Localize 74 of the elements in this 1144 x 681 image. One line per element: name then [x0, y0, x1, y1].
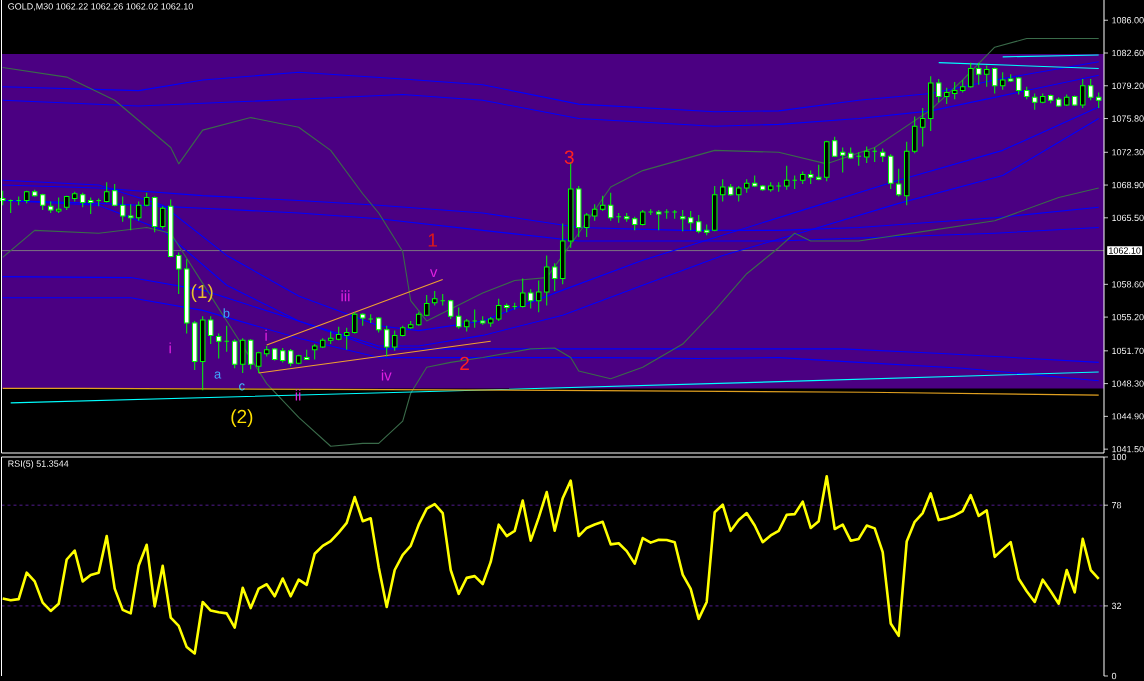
annotation: i [265, 329, 267, 341]
y-tick-label: 1072.30 [1112, 149, 1144, 156]
line-series [2, 61, 1100, 113]
y-tick-label: 1075.80 [1112, 115, 1144, 122]
candlestick [839, 146, 846, 174]
line-series [1, 474, 1101, 655]
candlestick [991, 66, 998, 94]
y-tick-label: 78 [1111, 501, 1122, 509]
candlestick [855, 151, 862, 167]
annotation: 2 [460, 356, 469, 370]
candlestick [175, 252, 182, 295]
candlestick [455, 306, 462, 330]
candlestick [471, 308, 478, 329]
candlestick [695, 214, 702, 234]
y-tick-label: 1068.90 [1112, 181, 1144, 189]
candlestick [127, 203, 134, 231]
candlestick [383, 325, 390, 358]
y-tick-label: 100 [1112, 453, 1127, 461]
annotation: (2) [231, 409, 253, 427]
candlestick [551, 262, 558, 292]
candlestick [679, 209, 686, 232]
candlestick [343, 327, 350, 351]
annotation: c [239, 383, 245, 391]
y-tick-label: 32 [1111, 602, 1122, 610]
candlestick [967, 62, 974, 89]
candlestick [391, 330, 398, 352]
annotation: iv [381, 369, 392, 381]
candlestick [215, 332, 222, 360]
candlestick [583, 212, 590, 238]
chart-title: GOLD,M30 1062.22 1062.26 1062.02 1062.10 [8, 3, 193, 11]
annotation: a [214, 371, 222, 379]
candlestick [919, 107, 926, 147]
candlestick [895, 168, 902, 198]
y-tick-label: 1051.70 [1112, 347, 1144, 355]
candlestick [119, 196, 126, 223]
candlestick [687, 210, 694, 231]
y-tick-label: 1055.20 [1112, 313, 1144, 321]
ref-line-label: 1062.10 [1109, 247, 1141, 254]
candlestick [607, 192, 614, 222]
y-tick-label: 1086.00 [1112, 17, 1144, 24]
candlestick [975, 62, 982, 86]
candlestick [783, 165, 790, 191]
annotation: 1 [428, 233, 437, 247]
candlestick [135, 200, 142, 222]
y-tick-label: 1048.30 [1112, 380, 1144, 387]
y-tick-label: 1044.90 [1112, 413, 1144, 420]
chart-title: RSI(5) 51.3544 [8, 460, 69, 469]
candlestick [207, 315, 214, 345]
candlestick [231, 338, 238, 369]
y-tick-label: 1041.50 [1112, 445, 1144, 453]
candlestick [719, 178, 726, 202]
candlestick [519, 278, 526, 308]
candlestick [535, 279, 542, 313]
candlestick [935, 78, 942, 103]
candlestick [495, 298, 502, 322]
candlestick [983, 65, 990, 88]
y-tick-label: 1079.20 [1112, 82, 1144, 89]
y-tick-label: 1058.60 [1112, 281, 1144, 288]
y-tick-label: 0 [1111, 672, 1117, 680]
candlestick [1079, 78, 1086, 109]
candlestick [159, 205, 166, 229]
candlestick [527, 288, 534, 309]
annotation: i [169, 342, 171, 354]
annotation: v [429, 269, 438, 278]
annotation: (1) [191, 284, 213, 302]
candlestick [655, 209, 662, 231]
candlestick [1087, 78, 1094, 101]
line-series [2, 74, 1100, 127]
annotation: 3 [564, 150, 574, 164]
y-tick-label: 1082.60 [1112, 49, 1144, 57]
y-tick-label: 1065.50 [1112, 214, 1144, 222]
annotation: b [223, 308, 230, 318]
line-series [10, 371, 1100, 404]
annotation: iii [341, 290, 350, 302]
